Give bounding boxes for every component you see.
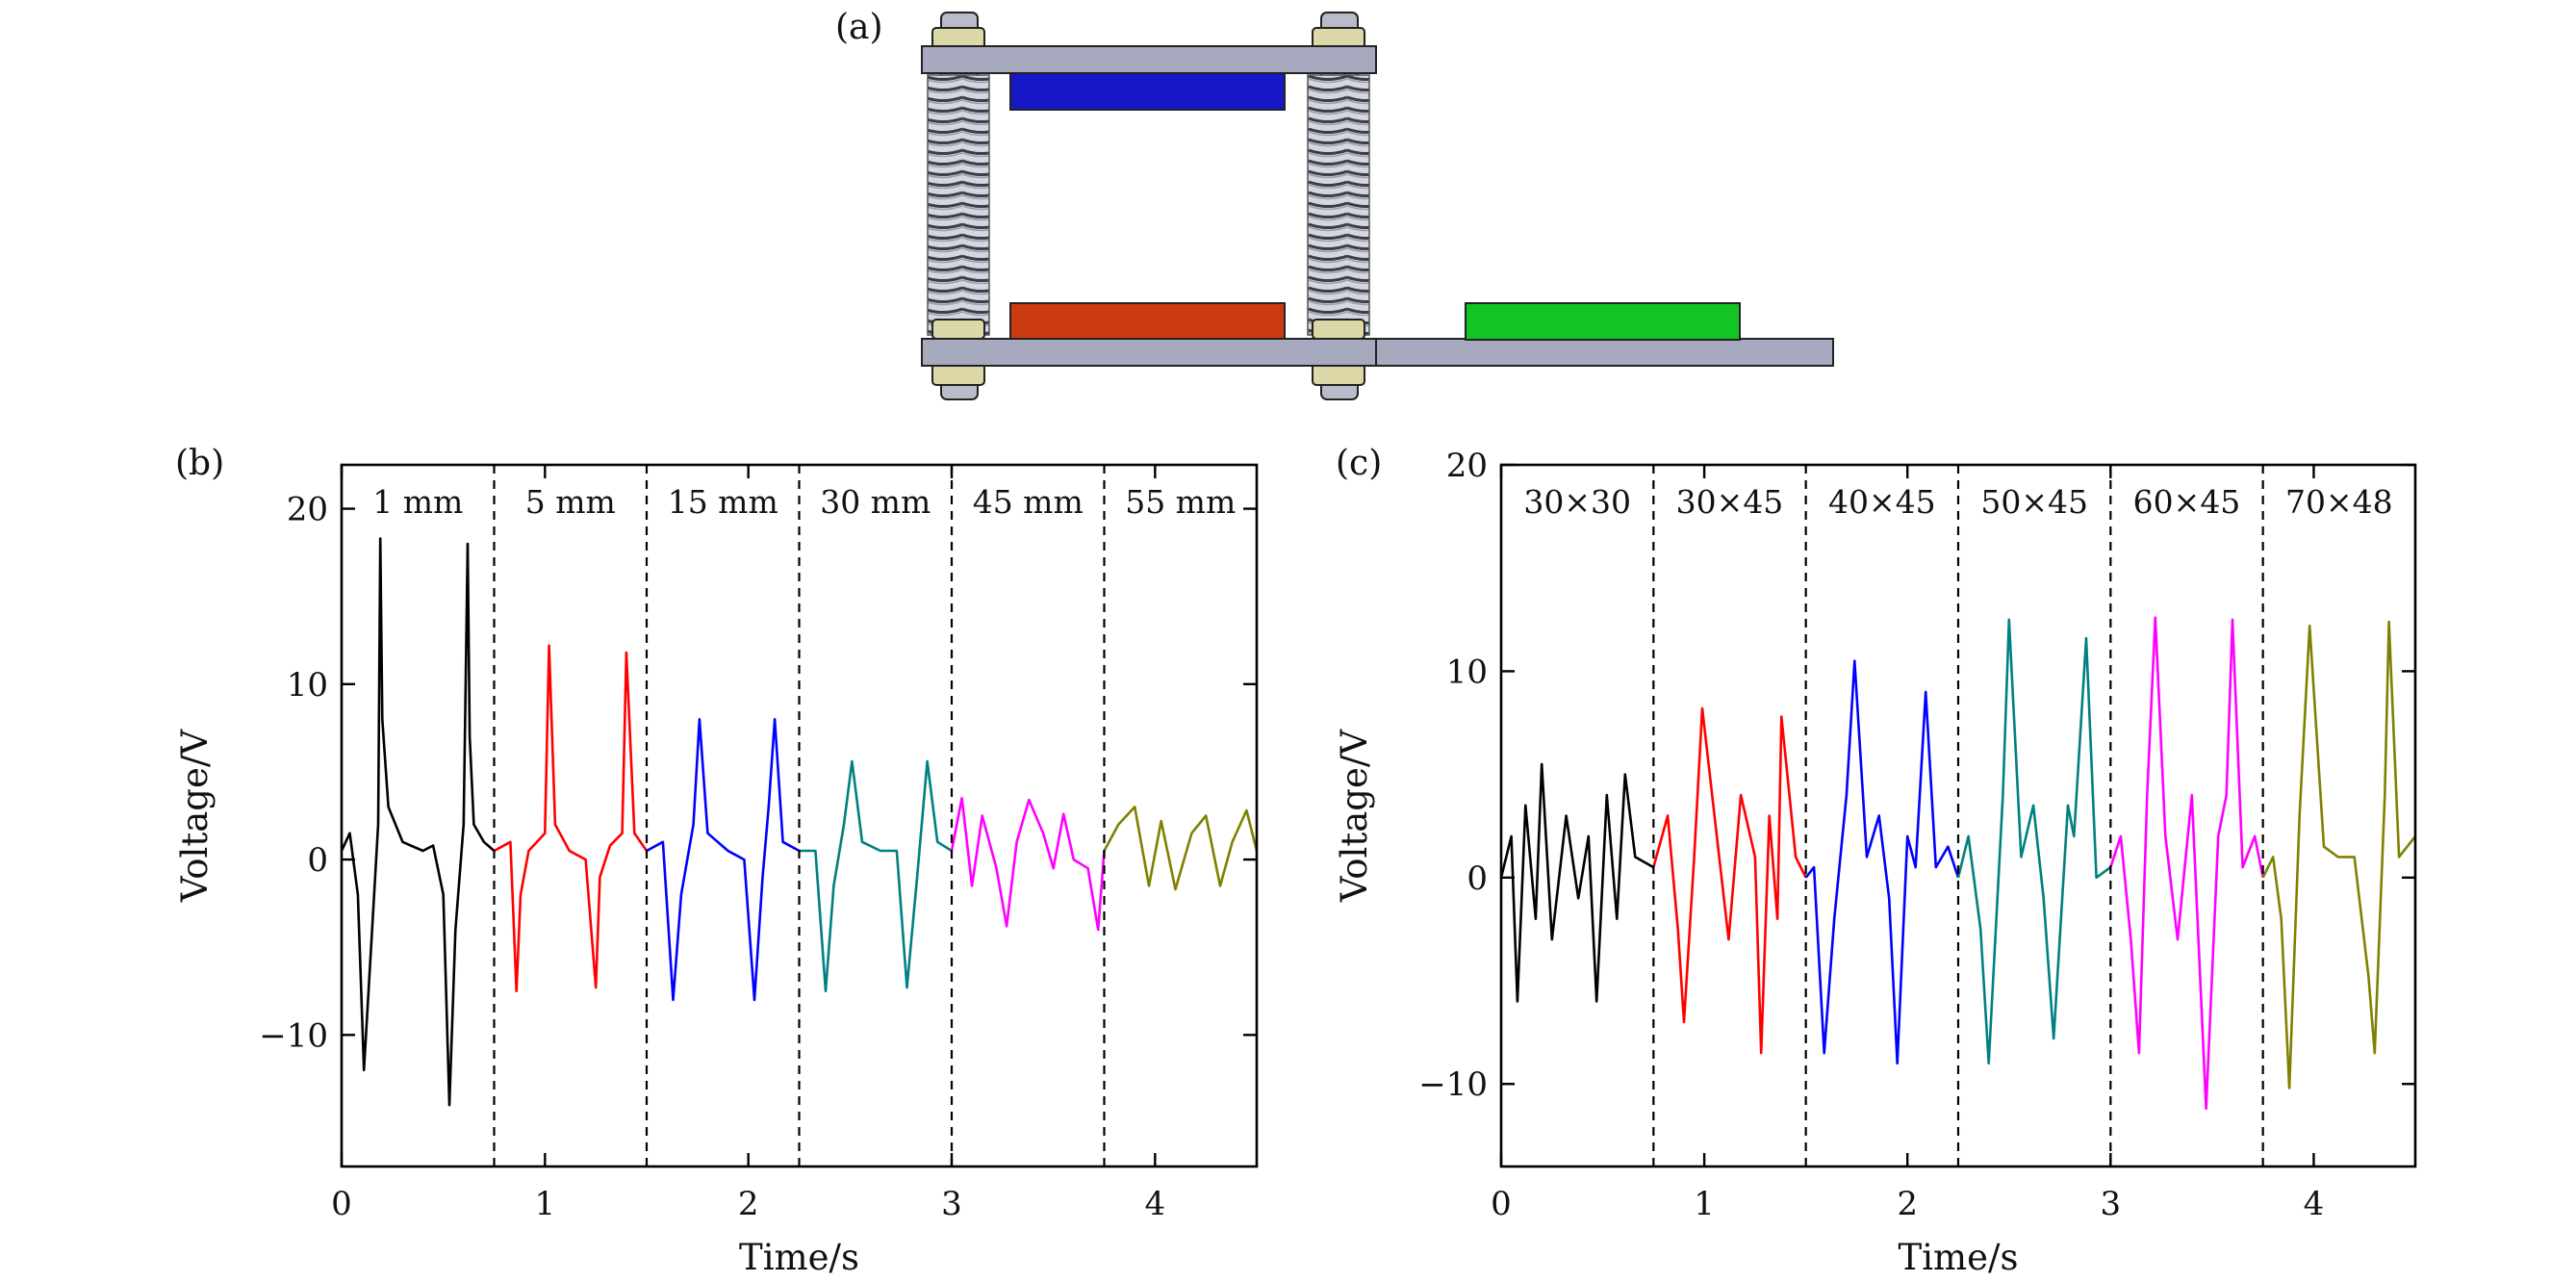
plot-area-c: 0 1 2 3 4 −10 0 10 20 30×30 30×45 40×45 50×45 60×45 70… (1334, 447, 2417, 1278)
series-line-5 (950, 796, 1106, 932)
panel-b-label: (b) (175, 444, 224, 483)
side-plate (1375, 338, 1834, 367)
right-spring (1307, 74, 1370, 336)
device-schematic: (a) (835, 8, 1834, 400)
x-axis-label: Time/s (739, 1237, 859, 1278)
right-bottom-nut (1312, 363, 1365, 386)
x-axis-label: Time/s (1899, 1237, 2019, 1278)
top-electrode (1009, 72, 1286, 111)
x-tick-label: 2 (738, 1185, 759, 1223)
segment-label: 60×45 (2133, 483, 2241, 521)
segment-label: 40×45 (1828, 483, 1936, 521)
series-line-2 (1652, 706, 1807, 1055)
x-tick-label: 0 (331, 1185, 352, 1223)
x-tick-label: 2 (1897, 1185, 1918, 1223)
series-line-4 (799, 759, 953, 993)
y-tick-label: 10 (1446, 653, 1488, 691)
series-line-1 (1499, 762, 1654, 1003)
y-axis-label: Voltage/V (174, 729, 216, 903)
x-tick-label: 3 (2101, 1185, 2122, 1223)
x-tick-label: 1 (1694, 1185, 1715, 1223)
panel-a-label: (a) (835, 8, 883, 47)
y-axis-label: Voltage/V (1334, 729, 1375, 903)
plot-area-b: 0 1 2 3 4 −10 0 10 20 1 mm 5 mm 15 mm 30 mm 45 mm 55 m… (174, 463, 1259, 1278)
x-tick-label: 3 (941, 1185, 962, 1223)
series-line-4 (1956, 618, 2112, 1065)
segment-label: 5 mm (525, 483, 616, 521)
y-tick-label: 0 (1467, 859, 1488, 898)
chart-b: (b) 0 1 2 3 4 −10 0 10 20 1 mm 5 mm 15 mm 30 mm 45 mm… (174, 444, 1259, 1278)
segment-label: 55 mm (1125, 483, 1236, 521)
chart-c: (c) 0 1 2 3 4 −10 0 10 20 30×30 30×45 40×45 50×45 60×… (1334, 444, 2417, 1278)
segment-label: 1 mm (372, 483, 463, 521)
y-tick-label: 0 (307, 841, 328, 880)
left-bottom-nut (931, 363, 985, 386)
plot-frame (1499, 463, 2417, 1168)
left-spring (927, 74, 990, 336)
series-line-6 (1103, 806, 1259, 891)
y-tick-label: 20 (1446, 447, 1488, 485)
series-line-1 (340, 537, 496, 1107)
segment-label: 30 mm (820, 483, 931, 521)
segment-label: 45 mm (973, 483, 1084, 521)
y-tick-label: 20 (287, 491, 328, 529)
y-tick-label: 10 (287, 666, 328, 705)
x-tick-label: 4 (1145, 1185, 1166, 1223)
series-line-3 (1804, 659, 1960, 1065)
plot-frame (340, 463, 1259, 1168)
bottom-electrode (1009, 302, 1286, 341)
series-line-5 (2109, 616, 2264, 1111)
x-tick-label: 1 (535, 1185, 556, 1223)
side-electrode (1465, 302, 1741, 341)
segment-label: 30×30 (1523, 483, 1631, 521)
series-line-2 (493, 644, 649, 993)
top-plate (921, 45, 1377, 74)
y-tick-label: −10 (259, 1016, 328, 1055)
y-tick-label: −10 (1418, 1065, 1488, 1104)
series-line-6 (2261, 620, 2417, 1090)
x-tick-label: 0 (1491, 1185, 1512, 1223)
series-line-3 (646, 717, 801, 1002)
segment-label: 30×45 (1676, 483, 1784, 521)
right-upper-nut (1312, 319, 1365, 340)
panel-c-label: (c) (1336, 444, 1382, 483)
segment-label: 70×48 (2285, 483, 2393, 521)
segment-label: 15 mm (668, 483, 778, 521)
bottom-plate (921, 338, 1377, 367)
left-upper-nut (931, 319, 985, 340)
x-tick-label: 4 (2304, 1185, 2325, 1223)
segment-label: 50×45 (1980, 483, 2088, 521)
